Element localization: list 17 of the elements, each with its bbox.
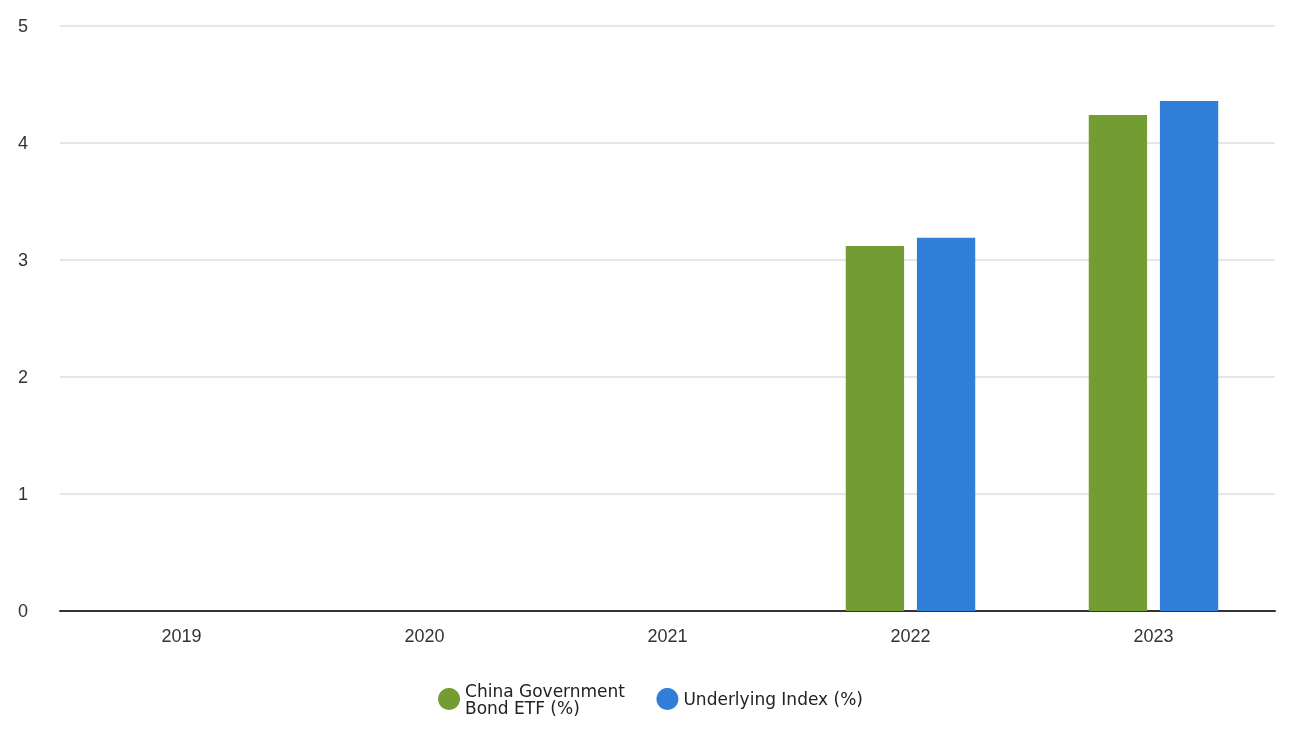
legend-label: China Government Bond ETF (%) xyxy=(465,680,631,718)
y-tick-label: 0 xyxy=(17,601,28,621)
y-tick-label: 1 xyxy=(17,484,28,504)
x-tick-label: 2022 xyxy=(890,626,931,646)
bar xyxy=(1088,114,1148,611)
y-tick-label: 2 xyxy=(17,367,28,387)
x-tick-label: 2021 xyxy=(647,626,688,646)
y-tick-label: 3 xyxy=(17,250,28,270)
x-tick-label: 2023 xyxy=(1133,626,1174,646)
y-tick-label: 4 xyxy=(17,133,28,153)
y-tick-label: 5 xyxy=(17,16,28,36)
x-tick-label: 2019 xyxy=(161,626,202,646)
bar xyxy=(1159,100,1219,611)
bar xyxy=(916,237,976,611)
x-tick-label: 2020 xyxy=(404,626,445,646)
legend-label: Underlying Index (%) xyxy=(683,689,863,709)
bar xyxy=(845,245,905,611)
